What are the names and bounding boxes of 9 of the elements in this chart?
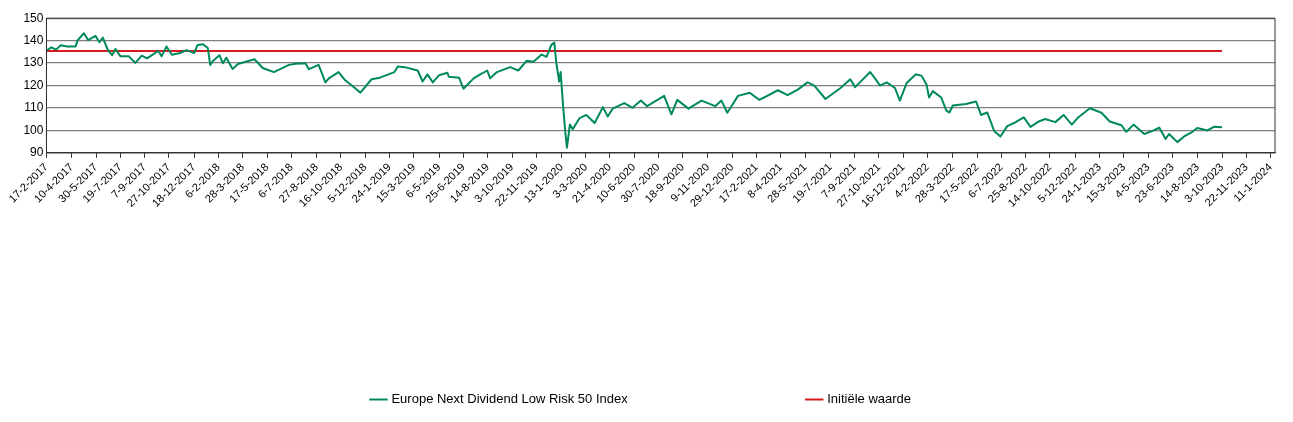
y-tick-label: 90 [30,145,44,160]
y-tick-label: 140 [23,32,44,47]
y-tick-label: 110 [24,100,44,115]
y-tick-label: 150 [23,10,44,25]
legend-label: Initiële waarde [827,391,912,407]
y-tick-label: 100 [23,122,44,137]
y-tick-label: 120 [23,77,44,92]
y-tick-label: 130 [23,55,44,70]
legend-label: Europe Next Dividend Low Risk 50 Index [391,391,629,407]
